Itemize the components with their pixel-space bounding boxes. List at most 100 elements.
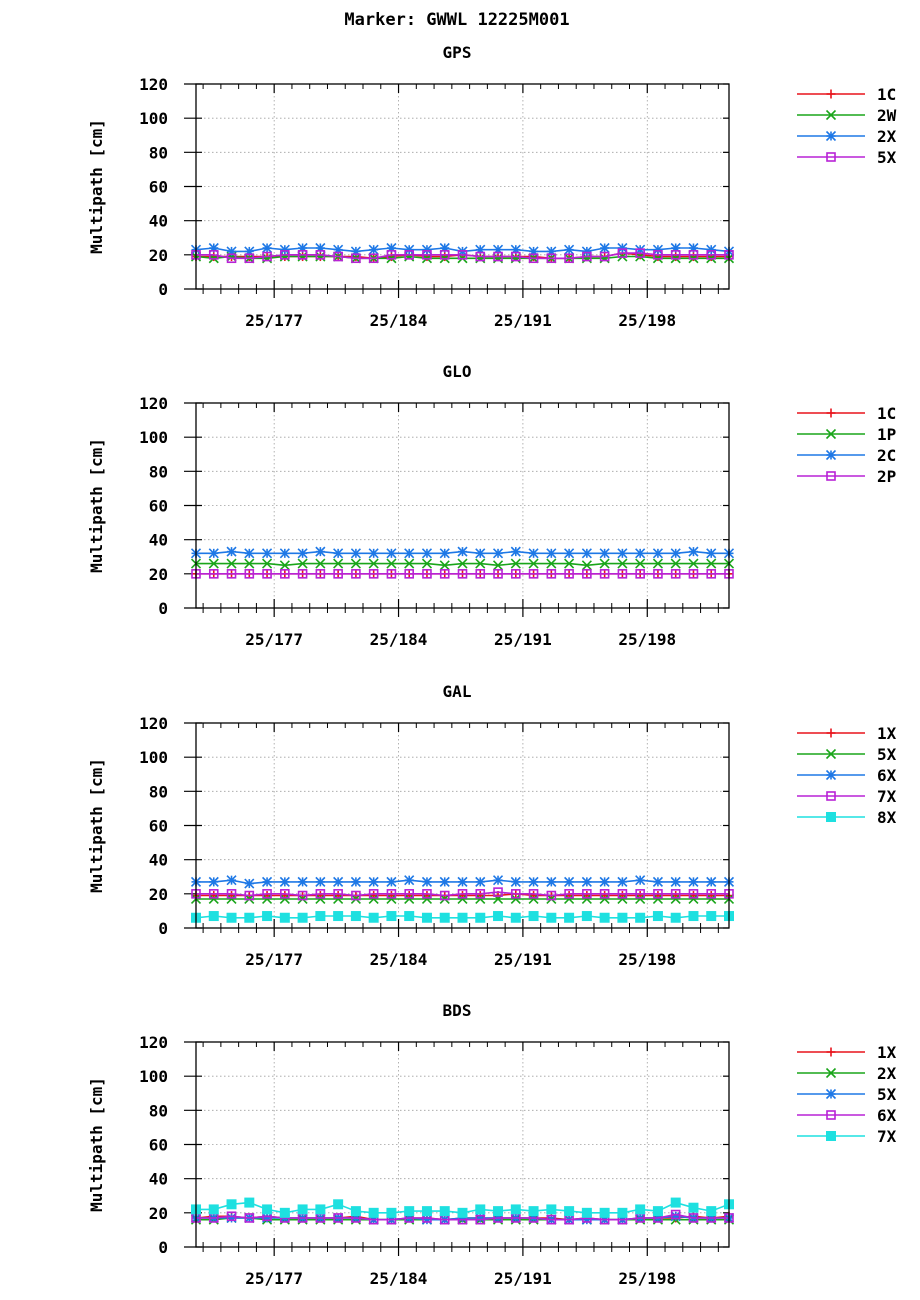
data-point [688, 250, 699, 260]
data-point [280, 569, 290, 579]
data-point [653, 889, 663, 899]
data-point [315, 558, 326, 569]
data-point [528, 911, 539, 922]
legend-label: 2P [877, 467, 896, 486]
data-point [599, 548, 610, 559]
data-point [617, 889, 628, 899]
data-point [457, 546, 468, 557]
data-point [315, 546, 326, 557]
data-point [581, 1207, 592, 1218]
data-point [421, 1206, 432, 1217]
data-point [439, 890, 450, 901]
data-point [635, 875, 646, 886]
data-point [564, 876, 575, 887]
x-tick-label: 25/177 [245, 950, 303, 969]
legend-marker [826, 89, 836, 99]
data-point [706, 893, 717, 905]
data-point [457, 569, 468, 579]
y-tick-label: 100 [139, 748, 168, 767]
data-point [706, 250, 717, 260]
data-point [333, 251, 343, 262]
x-tick-label: 25/191 [494, 311, 552, 330]
data-point [670, 1197, 681, 1208]
data-point [280, 889, 290, 899]
data-point [244, 890, 255, 901]
legend-marker [825, 428, 837, 440]
data-point [475, 548, 486, 559]
data-point [386, 548, 397, 559]
panel-gps: GPS Multipath [cm] 0 20 40 60 80 100 120 25/177 25… [87, 43, 897, 330]
data-point [546, 548, 557, 559]
y-tick-label: 0 [158, 1238, 168, 1257]
data-point [475, 876, 486, 887]
data-point [546, 1204, 557, 1215]
x-tick-label: 25/177 [245, 311, 303, 330]
data-point [315, 569, 326, 579]
legend-gps: 1C 2W 2X 5X [797, 85, 897, 167]
plot-frame [195, 1041, 730, 1248]
data-point [279, 912, 290, 923]
legend-marker [825, 130, 837, 142]
legend-marker [825, 449, 837, 461]
data-point [439, 548, 450, 559]
legend-marker [826, 1047, 836, 1057]
data-point [244, 558, 255, 569]
data-point [422, 569, 432, 579]
data-point [670, 250, 681, 260]
data-point [386, 250, 397, 260]
legend-marker [825, 1088, 837, 1100]
data-point [244, 548, 255, 559]
legend-marker [826, 791, 836, 801]
data-point [617, 248, 628, 258]
data-point [493, 911, 504, 922]
y-tick-label: 60 [149, 817, 168, 836]
data-point [404, 911, 415, 922]
data-point [386, 252, 396, 262]
data-point [688, 546, 699, 557]
legend-label: 1C [877, 85, 896, 104]
data-point [244, 1197, 255, 1208]
data-point [279, 1207, 290, 1218]
data-point [528, 893, 539, 905]
data-point [564, 893, 575, 905]
data-point [421, 244, 433, 255]
data-point [635, 893, 646, 905]
data-point [297, 569, 308, 579]
legend-marker [826, 1110, 836, 1120]
y-axis-label: Multipath [cm] [87, 119, 106, 254]
data-point [439, 1206, 450, 1217]
data-point [564, 253, 574, 264]
data-point [262, 242, 273, 254]
y-tick-label: 20 [149, 1204, 168, 1223]
data-point [457, 893, 468, 905]
legend-glo: 1C 1P 2C 2P [797, 404, 896, 486]
data-point [386, 893, 397, 905]
legend-label: 1X [877, 1043, 897, 1062]
data-point [350, 911, 361, 922]
data-point [333, 893, 344, 905]
data-point [581, 911, 592, 922]
legend-marker [826, 152, 836, 162]
data-point [386, 876, 397, 887]
y-tick-label: 60 [149, 497, 168, 516]
data-point [297, 890, 308, 901]
y-tick-label: 120 [139, 75, 168, 94]
data-point [208, 1204, 219, 1215]
data-point [617, 1207, 628, 1218]
data-point [635, 889, 645, 899]
y-tick-label: 0 [158, 919, 168, 938]
data-point [350, 558, 361, 569]
legend-label: 5X [877, 1085, 897, 1104]
data-point [368, 1207, 379, 1218]
data-point [652, 1206, 663, 1217]
data-point [635, 248, 645, 258]
data-point [226, 558, 237, 569]
legend-marker [826, 471, 836, 481]
legend-label: 2C [877, 446, 896, 465]
data-point [510, 546, 521, 557]
data-point [599, 242, 610, 254]
data-point [510, 251, 521, 262]
data-point [208, 558, 219, 569]
data-point [706, 244, 717, 255]
data-point [350, 1206, 361, 1217]
